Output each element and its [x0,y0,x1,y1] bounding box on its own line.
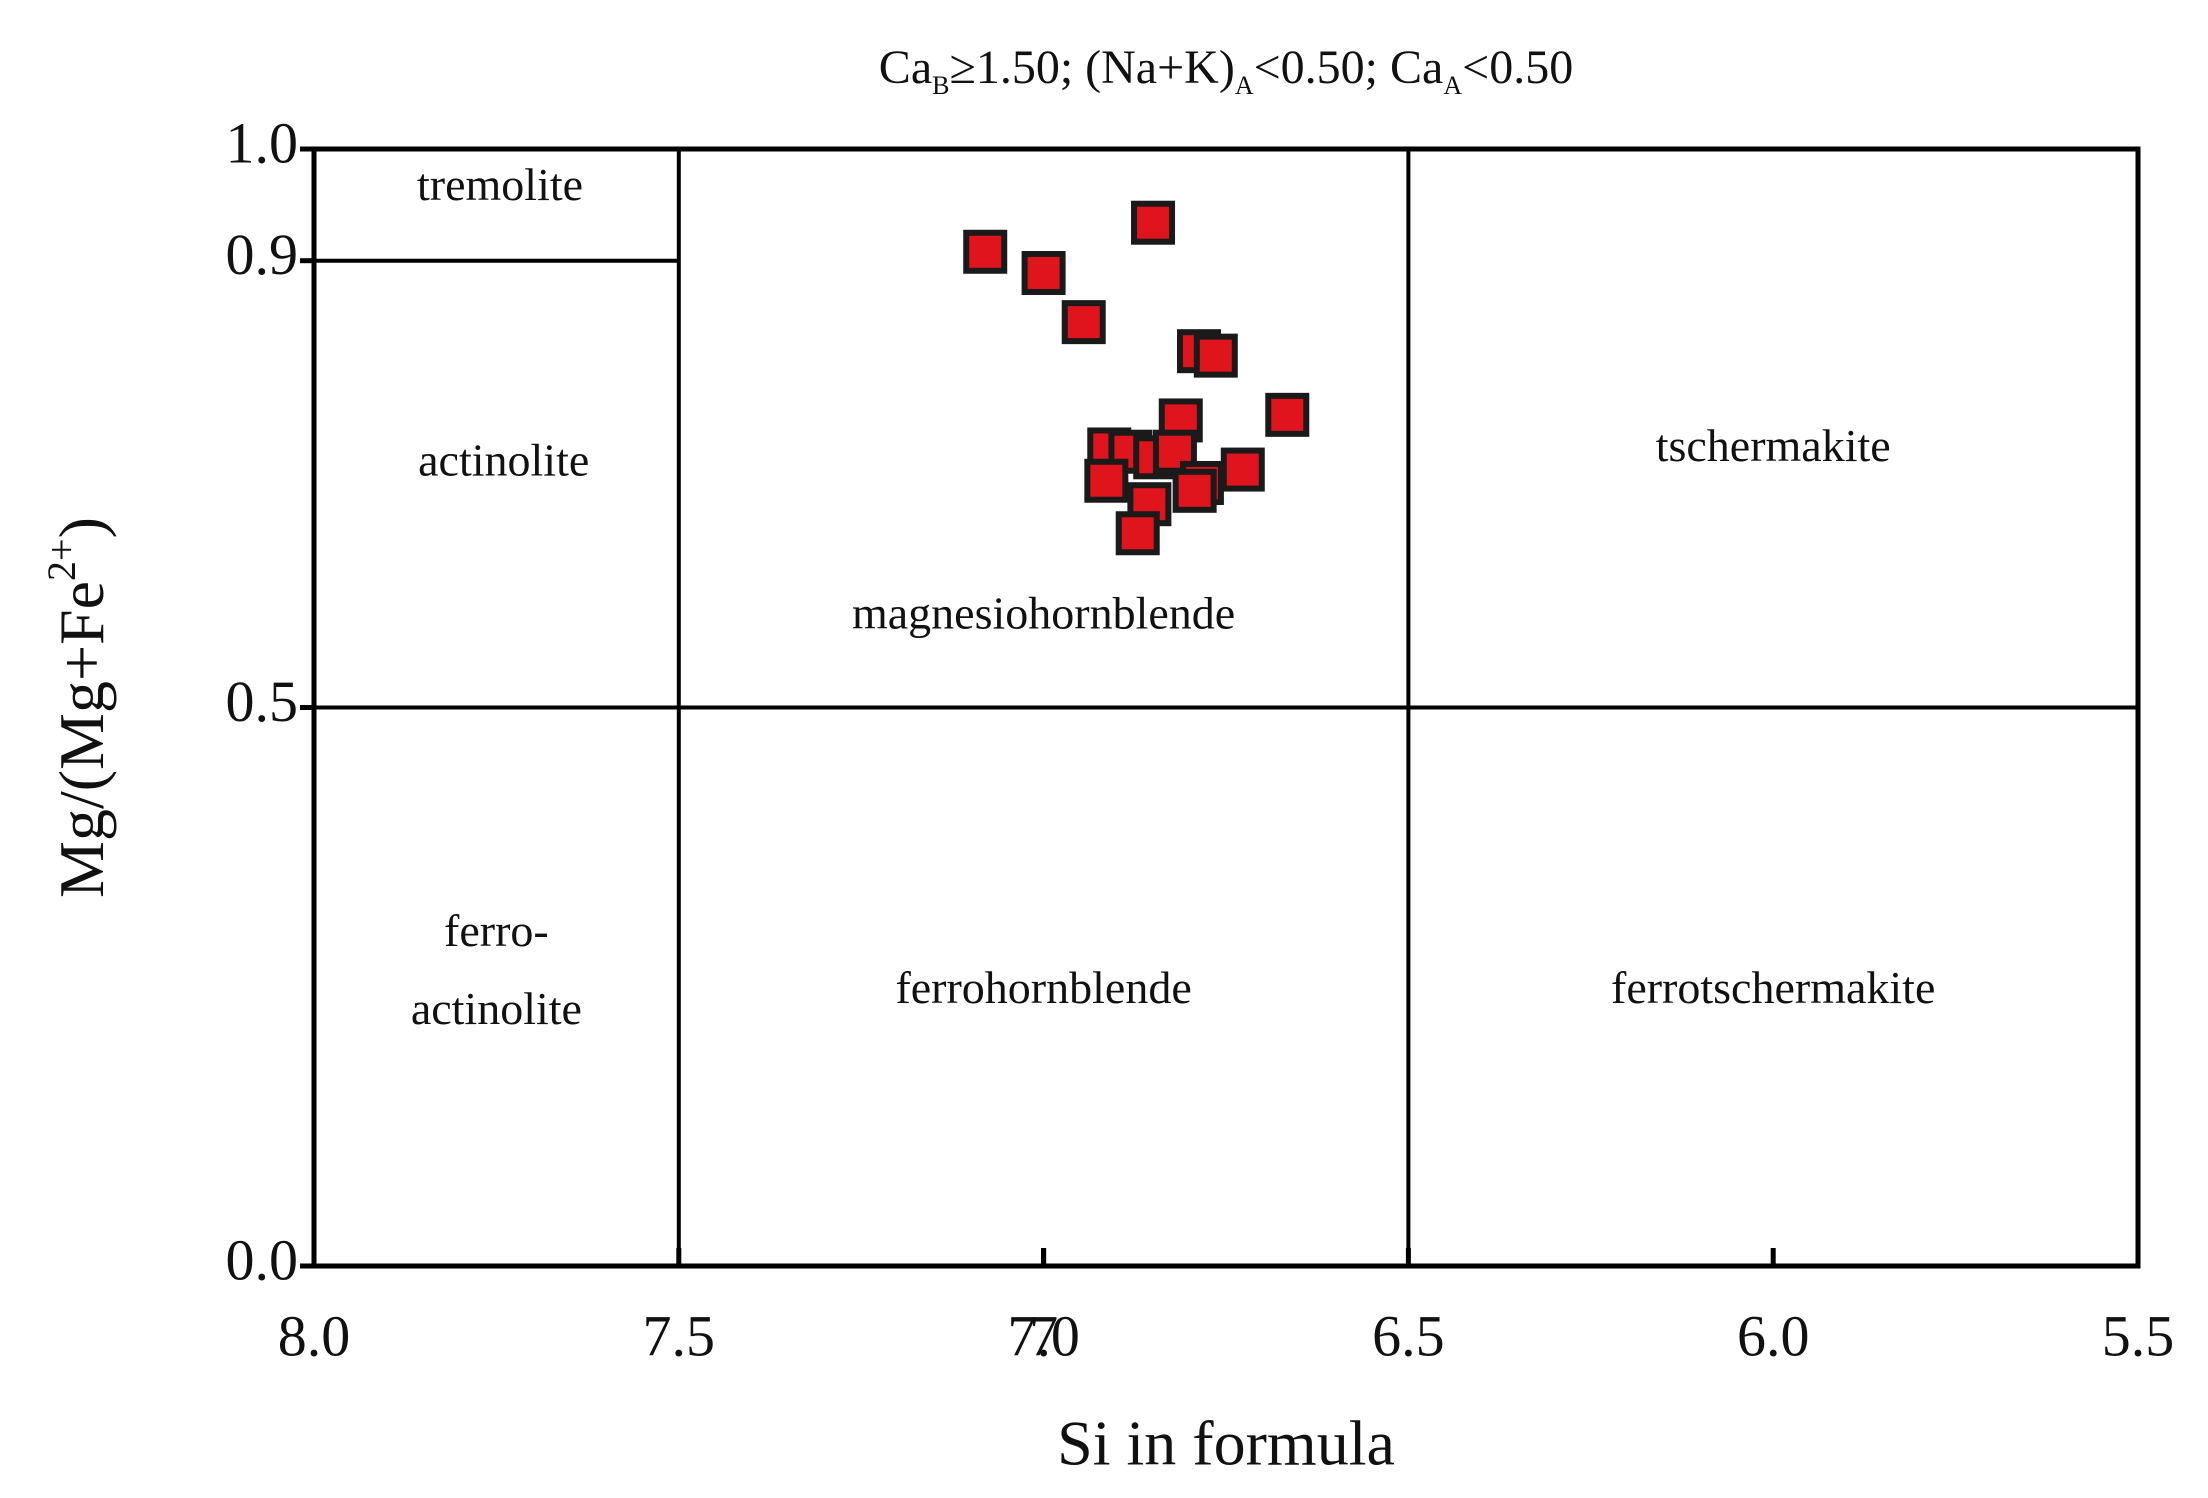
data-point [963,229,1008,274]
x-tick-label: 6.0 [1737,1303,1810,1368]
y-label-text: Mg/(Mg+Fe [46,581,117,898]
region-label: actinolite [411,983,582,1034]
region-label: tremolite [417,159,583,210]
data-point [1131,200,1176,245]
chart-title: CaB≥1.50; (Na+K)A<0.50; CaA<0.50 [879,41,1573,100]
y-tick-label: 0.0 [226,1227,299,1292]
data-point [1061,300,1106,345]
data-point [1265,392,1310,437]
x-tick-label: 7.0 [1007,1303,1080,1368]
data-point [1084,458,1129,503]
title-subscript: A [1443,71,1462,100]
data-point [1172,468,1217,513]
y-tick-label: 0.5 [226,669,299,734]
y-axis-label: Mg/(Mg+Fe2+) [39,517,117,898]
title-text: Ca [879,41,932,94]
region-label: ferrotschermakite [1611,962,1935,1013]
x-tick-label: 8.0 [278,1303,351,1368]
x-tick-label: 7.5 [643,1303,716,1368]
region-label: ferro- [444,905,549,956]
title-subscript: B [932,71,949,100]
x-tick-label: 6.5 [1372,1303,1445,1368]
data-point [1220,447,1265,492]
title-subscript: A [1235,71,1254,100]
x-tick-label: 5.5 [2102,1303,2175,1368]
y-tick-label: 1.0 [226,110,299,175]
x-tick-label: 7 [1029,1303,1058,1368]
data-point [1193,333,1238,378]
data-point [1115,511,1160,556]
title-text: <0.50; Ca [1254,41,1444,94]
y-label-text: ) [46,517,117,538]
x-axis-label: Si in formula [1057,1408,1395,1479]
region-label: magnesiohornblende [852,588,1235,639]
data-point [1021,250,1066,295]
region-label: actinolite [418,435,589,486]
region-label: ferrohornblende [895,962,1191,1013]
title-text: <0.50 [1462,41,1573,94]
region-label: tschermakite [1656,420,1891,471]
title-text: ≥1.50; (Na+K) [949,41,1234,94]
y-tick-label: 0.9 [226,222,299,287]
y-label-superscript: 2+ [39,538,84,581]
